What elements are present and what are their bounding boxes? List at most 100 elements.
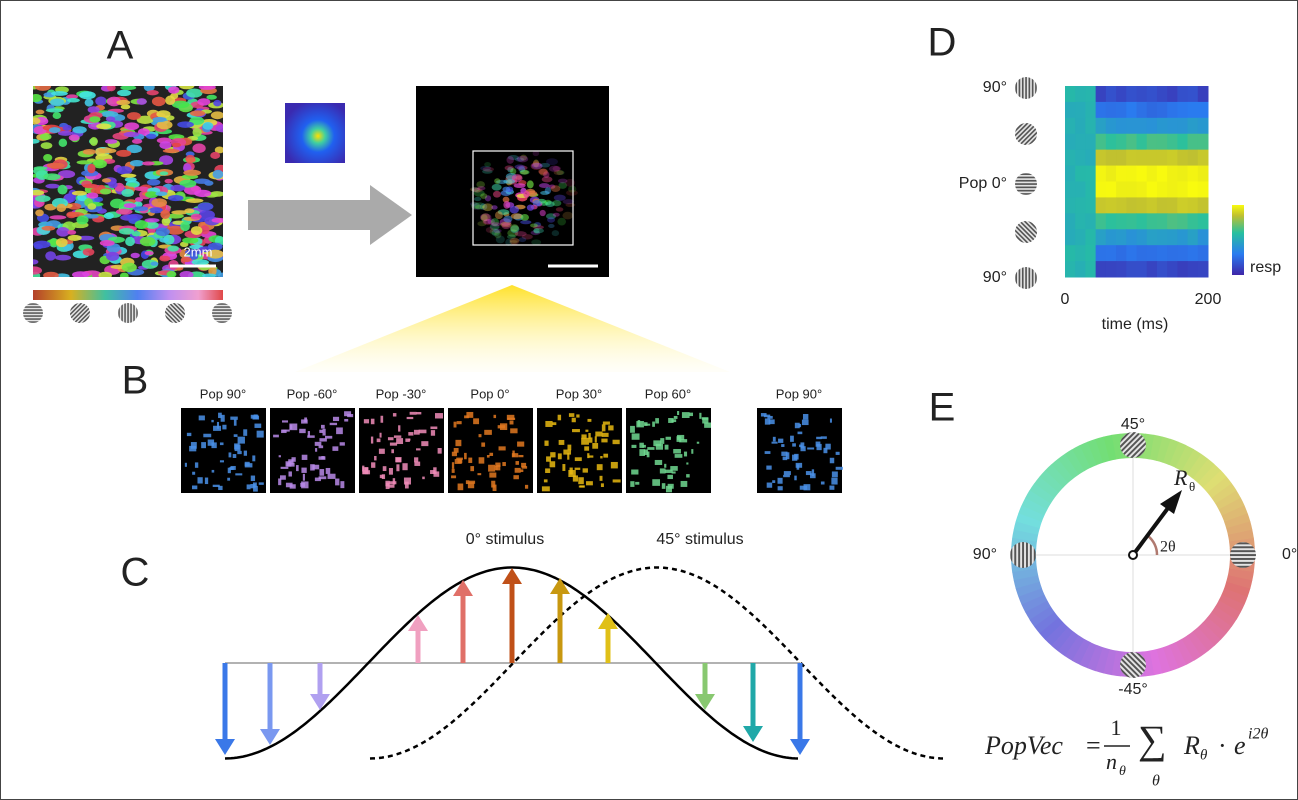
active-pixel — [371, 462, 375, 468]
active-pixel — [570, 468, 573, 475]
active-pixel — [288, 459, 293, 464]
map-domain — [480, 193, 487, 199]
map-domain — [190, 110, 205, 116]
orientation-label: 0° — [1282, 546, 1297, 563]
map-domain — [67, 98, 80, 103]
active-pixel — [597, 464, 603, 470]
formula-lhs: PopVec — [984, 731, 1063, 760]
map-domain — [186, 158, 196, 163]
panel-label: E — [929, 386, 956, 430]
heatmap-cell — [1198, 182, 1209, 198]
active-pixel — [585, 430, 588, 432]
active-pixel — [451, 475, 456, 478]
active-pixel — [396, 438, 403, 444]
heatmap-cell — [1075, 86, 1086, 102]
heatmap-cell — [1116, 197, 1127, 213]
heatmap-cell — [1147, 102, 1158, 118]
heatmap-cell — [1198, 150, 1209, 166]
stripe — [212, 321, 232, 323]
active-pixel — [515, 461, 518, 465]
colorbar-label: resp — [1250, 259, 1281, 276]
active-pixel — [644, 449, 648, 455]
active-pixel — [344, 419, 348, 422]
active-pixel — [254, 414, 258, 419]
heatmap-cell — [1116, 261, 1127, 277]
panel-label: A — [107, 24, 134, 68]
heatmap-cell — [1157, 134, 1168, 150]
map-domain — [179, 83, 194, 89]
heatmap-cell — [1147, 213, 1158, 229]
heatmap-cell — [1188, 229, 1199, 245]
heatmap-cell — [1198, 229, 1209, 245]
map-domain — [170, 185, 185, 192]
active-pixel — [379, 449, 385, 454]
active-pixel — [545, 421, 552, 427]
heatmap-cell — [1075, 150, 1086, 166]
active-pixel — [321, 425, 325, 429]
map-domain — [107, 84, 116, 91]
active-pixel — [326, 468, 331, 474]
active-pixel — [600, 476, 603, 481]
active-pixel — [576, 414, 579, 417]
map-domain — [563, 199, 574, 204]
active-pixel — [652, 479, 660, 486]
map-domain — [56, 238, 68, 247]
active-pixel — [383, 466, 387, 471]
map-domain — [202, 273, 216, 277]
heatmap-cell — [1116, 134, 1127, 150]
active-pixel — [234, 419, 237, 425]
map-domain — [491, 222, 501, 226]
map-domain — [120, 273, 129, 279]
map-domain — [562, 212, 573, 220]
map-domain — [494, 178, 500, 184]
population-label: Pop -60° — [287, 386, 338, 401]
heatmap-cell — [1137, 166, 1148, 182]
active-pixel — [430, 427, 437, 430]
heatmap-cell — [1116, 102, 1127, 118]
heatmap-cell — [1167, 166, 1178, 182]
map-domain — [98, 272, 112, 279]
heatmap-cell — [1096, 102, 1107, 118]
active-pixel — [510, 428, 517, 433]
map-domain — [98, 148, 116, 153]
active-pixel — [323, 429, 326, 436]
active-pixel — [421, 441, 428, 446]
active-pixel — [655, 460, 662, 465]
heatmap-cell — [1198, 245, 1209, 261]
active-pixel — [251, 476, 255, 482]
heatmap-cell — [1065, 102, 1076, 118]
map-domain — [119, 228, 134, 235]
heatmap-cell — [1137, 118, 1148, 134]
active-pixel — [402, 463, 407, 470]
active-pixel — [781, 444, 784, 447]
heatmap-cell — [1085, 213, 1096, 229]
heatmap-cell — [1075, 229, 1086, 245]
map-domain — [45, 251, 56, 260]
heatmap-cell — [1085, 229, 1096, 245]
stripe — [23, 321, 43, 323]
active-pixel — [458, 484, 464, 491]
heatmap-cell — [1126, 197, 1137, 213]
map-domain — [514, 183, 526, 188]
map-domain — [144, 218, 159, 222]
stripe — [1022, 77, 1024, 99]
heatmap-cell — [1167, 118, 1178, 134]
active-pixel — [340, 442, 345, 445]
heatmap-cell — [1126, 261, 1137, 277]
active-pixel — [662, 483, 666, 489]
active-pixel — [303, 474, 305, 481]
heatmap-cell — [1137, 197, 1148, 213]
color-bar — [33, 290, 223, 300]
map-domain — [172, 143, 181, 148]
heatmap-cell — [1157, 197, 1168, 213]
stripe — [1230, 554, 1256, 556]
active-pixel — [836, 467, 843, 470]
heatmap-cell — [1085, 118, 1096, 134]
map-domain — [51, 91, 68, 96]
active-pixel — [211, 420, 213, 422]
map-domain — [547, 217, 555, 223]
heatmap-cell — [1177, 102, 1188, 118]
map-domain — [133, 206, 148, 211]
active-pixel — [832, 471, 838, 477]
active-pixel — [229, 467, 233, 470]
